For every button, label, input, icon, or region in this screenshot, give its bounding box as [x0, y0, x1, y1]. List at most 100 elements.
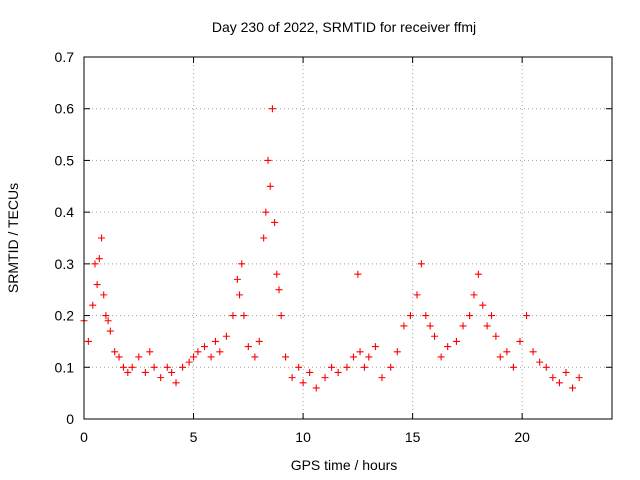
data-point — [260, 234, 268, 242]
data-point — [306, 368, 314, 376]
data-point — [262, 208, 270, 216]
y-tick-label: 0.3 — [55, 256, 75, 272]
data-point — [474, 270, 482, 278]
data-point — [95, 255, 103, 263]
data-point — [295, 363, 303, 371]
data-point — [282, 353, 290, 361]
data-point — [536, 358, 544, 366]
data-point — [549, 374, 557, 382]
x-tick-label: 5 — [190, 429, 198, 445]
data-point — [163, 363, 171, 371]
data-point — [492, 332, 500, 340]
data-point — [104, 317, 112, 325]
data-point — [360, 363, 368, 371]
data-point — [393, 348, 401, 356]
data-point — [488, 312, 496, 320]
data-point — [365, 353, 373, 361]
data-point — [146, 348, 154, 356]
data-point — [452, 337, 460, 345]
data-point — [98, 234, 106, 242]
data-point — [523, 312, 531, 320]
data-point — [288, 374, 296, 382]
data-point — [233, 275, 241, 283]
data-point — [431, 332, 439, 340]
data-point — [479, 301, 487, 309]
data-point — [251, 353, 259, 361]
data-point — [115, 353, 123, 361]
data-point — [529, 348, 537, 356]
data-point — [135, 353, 143, 361]
data-point — [334, 368, 342, 376]
data-point — [483, 322, 491, 330]
y-tick-label: 0.2 — [55, 308, 75, 324]
data-point — [84, 337, 92, 345]
data-point — [194, 348, 202, 356]
data-point — [236, 291, 244, 299]
data-point — [466, 312, 474, 320]
data-point — [111, 348, 119, 356]
data-point — [356, 348, 364, 356]
data-point — [321, 374, 329, 382]
data-point — [141, 368, 149, 376]
data-point — [422, 312, 430, 320]
data-point — [200, 343, 208, 351]
data-point — [244, 343, 252, 351]
x-axis-title: GPS time / hours — [291, 457, 398, 473]
data-point — [271, 218, 279, 226]
data-point — [119, 363, 127, 371]
data-point — [354, 270, 362, 278]
data-point — [328, 363, 336, 371]
data-point — [255, 337, 263, 345]
data-point — [207, 353, 215, 361]
data-point — [516, 337, 524, 345]
data-point — [312, 384, 320, 392]
data-point — [190, 353, 198, 361]
data-point — [100, 291, 108, 299]
data-point — [459, 322, 467, 330]
data-point — [216, 348, 224, 356]
axis-ticks: 0 0.1 0.2 0.3 0.4 0.5 0.6 0.7 0 5 10 15 20 — [55, 49, 612, 445]
data-point — [93, 281, 101, 289]
data-point — [268, 105, 276, 113]
data-point — [437, 353, 445, 361]
data-point — [266, 182, 274, 190]
data-point — [222, 332, 230, 340]
data-point — [150, 363, 158, 371]
data-point — [240, 312, 248, 320]
data-points — [80, 105, 583, 392]
data-point — [106, 327, 114, 335]
x-tick-label: 10 — [295, 429, 311, 445]
data-point — [569, 384, 577, 392]
data-point — [157, 374, 165, 382]
data-point — [417, 260, 425, 268]
data-point — [470, 291, 478, 299]
data-point — [555, 379, 563, 387]
plot-frame — [83, 56, 613, 420]
data-point — [349, 353, 357, 361]
data-point — [406, 312, 414, 320]
data-point — [273, 270, 281, 278]
data-point — [185, 358, 193, 366]
data-point — [413, 291, 421, 299]
grid — [84, 57, 612, 419]
chart-title: Day 230 of 2022, SRMTID for receiver ffm… — [212, 19, 476, 35]
y-tick-label: 0.7 — [55, 49, 75, 65]
data-point — [124, 368, 132, 376]
x-tick-label: 15 — [405, 429, 421, 445]
data-point — [378, 374, 386, 382]
data-point — [343, 363, 351, 371]
y-axis-title: SRMTID / TECUs — [5, 183, 21, 293]
data-point — [575, 374, 583, 382]
data-point — [496, 353, 504, 361]
data-point — [299, 379, 307, 387]
y-tick-label: 0.1 — [55, 359, 75, 375]
data-point — [264, 156, 272, 164]
data-point — [426, 322, 434, 330]
y-tick-label: 0.6 — [55, 101, 75, 117]
data-point — [211, 337, 219, 345]
data-point — [542, 363, 550, 371]
data-point — [168, 368, 176, 376]
data-point — [371, 343, 379, 351]
y-tick-label: 0.4 — [55, 204, 75, 220]
